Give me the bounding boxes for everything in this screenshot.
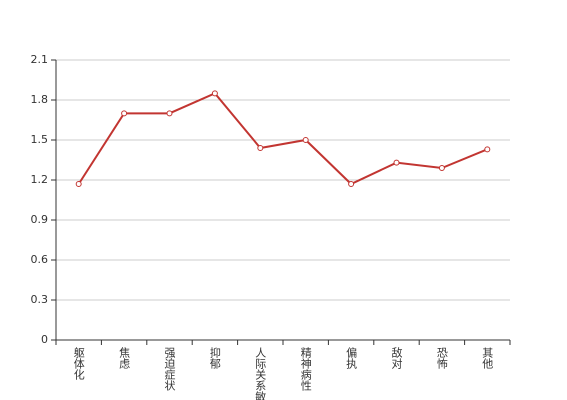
y-tick-label: 2.1 [31, 53, 49, 66]
y-tick-label: 0.6 [31, 253, 49, 266]
point [257, 145, 264, 151]
x-tick-label: 恐怖 [435, 347, 448, 369]
y-tick-label: 0.3 [31, 293, 49, 306]
point [484, 146, 491, 153]
point [166, 110, 173, 117]
x-tick-label: 其他 [481, 347, 494, 369]
line [77, 92, 488, 186]
x-tick-label: 抑郁 [208, 346, 221, 369]
x-tick-label: 人际关系敏感 [254, 347, 267, 400]
x-tick-label: 焦虑 [118, 347, 131, 369]
y-tick-label: 1.5 [31, 133, 49, 146]
x-tick-label: 精神病性 [299, 347, 312, 392]
y-tick-label: 1.2 [31, 173, 49, 186]
point [348, 181, 355, 187]
x-tick-label: 躯体化 [72, 347, 85, 381]
x-tick-label: 偏执 [345, 346, 358, 370]
x-tick-label: 敌对 [390, 346, 403, 369]
point [211, 90, 218, 97]
point [302, 137, 309, 143]
point [393, 159, 400, 166]
x-tick-label: 强迫症状 [163, 347, 176, 391]
y-tick-label: 0 [41, 333, 48, 346]
point [75, 181, 82, 187]
y-tick-label: 0.9 [31, 213, 49, 226]
point [121, 110, 128, 117]
point [438, 165, 445, 171]
y-tick-label: 1.8 [31, 93, 49, 106]
